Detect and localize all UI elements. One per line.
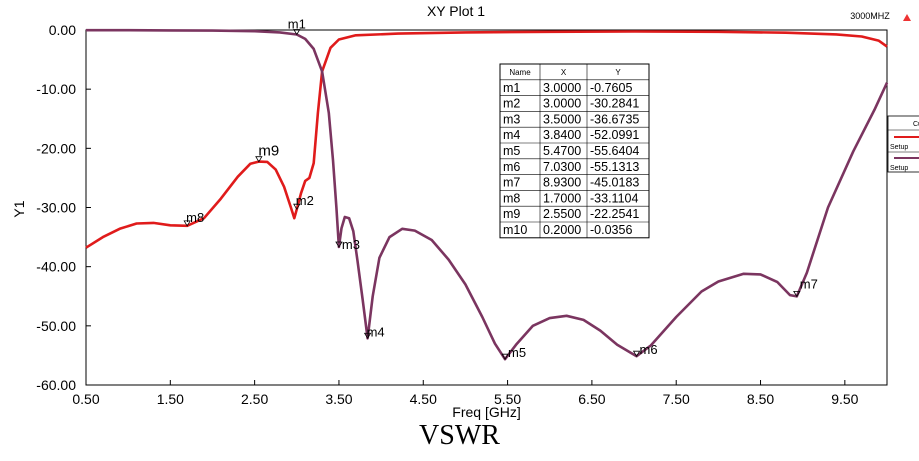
marker-table-cell: m9 bbox=[503, 207, 520, 221]
marker-table-cell: -30.2841 bbox=[590, 97, 639, 111]
marker-table-cell: m1 bbox=[503, 81, 520, 95]
chart-title: XY Plot 1 bbox=[427, 3, 485, 19]
x-tick-label: 4.50 bbox=[410, 391, 437, 407]
corner-triangle-icon bbox=[903, 14, 911, 21]
marker-table-cell: 0.2000 bbox=[543, 223, 581, 237]
marker-table-cell: 3.0000 bbox=[543, 81, 581, 95]
marker-m5-icon bbox=[501, 353, 509, 360]
marker-table-cell: 3.5000 bbox=[543, 112, 581, 126]
marker-table-header: Y bbox=[615, 68, 621, 77]
x-tick-label: 9.50 bbox=[831, 391, 858, 407]
marker-label-m1: m1 bbox=[288, 16, 306, 31]
y-tick-label: -40.00 bbox=[36, 259, 76, 275]
marker-m8-icon bbox=[183, 220, 191, 227]
marker-m9-icon bbox=[255, 156, 263, 163]
marker-table-cell: m7 bbox=[503, 176, 520, 190]
legend-label-cu: Cu bbox=[913, 121, 919, 128]
y-tick-label: -10.00 bbox=[36, 81, 76, 97]
x-tick-label: 1.50 bbox=[157, 391, 184, 407]
marker-m1-icon bbox=[293, 29, 301, 36]
y-tick-label: -50.00 bbox=[36, 318, 76, 334]
legend-label-setup-2: Setup bbox=[890, 165, 908, 172]
marker-table-cell: 2.5500 bbox=[543, 207, 581, 221]
marker-table-header: X bbox=[561, 68, 567, 77]
marker-table-cell: -45.0183 bbox=[590, 176, 639, 190]
legend-label-setup-1: Setup bbox=[890, 144, 908, 151]
marker-table-cell: m2 bbox=[503, 97, 520, 111]
marker-table-cell: -22.2541 bbox=[590, 207, 639, 221]
marker-table-cell: 8.9300 bbox=[543, 176, 581, 190]
marker-table-cell: m10 bbox=[503, 223, 527, 237]
x-axis-label: Freq [GHz] bbox=[452, 404, 520, 420]
y-tick-label: 0.00 bbox=[49, 22, 76, 38]
marker-table bbox=[499, 63, 650, 239]
marker-table-cell: -33.1104 bbox=[590, 191, 638, 205]
marker-table-cell: -52.0991 bbox=[590, 128, 639, 142]
x-tick-label: 5.50 bbox=[494, 391, 521, 407]
marker-m3-icon bbox=[335, 241, 343, 248]
x-tick-label: 6.50 bbox=[578, 391, 605, 407]
marker-table-cell: m4 bbox=[503, 128, 520, 142]
marker-table-cell: 3.8400 bbox=[543, 128, 581, 142]
marker-label-m8: m8 bbox=[186, 210, 204, 225]
x-tick-label: 2.50 bbox=[241, 391, 268, 407]
plot-frame bbox=[85, 29, 888, 386]
marker-table-cell: 1.7000 bbox=[543, 191, 581, 205]
marker-m6-icon bbox=[632, 350, 641, 357]
x-tick-label: 8.50 bbox=[747, 391, 774, 407]
x-tick-label: 7.50 bbox=[663, 391, 690, 407]
marker-table-cell: m3 bbox=[503, 112, 520, 126]
marker-m2-icon bbox=[293, 203, 301, 210]
marker-label-m4: m4 bbox=[367, 324, 385, 339]
marker-table-cell: -0.7605 bbox=[590, 81, 632, 95]
y-tick-label: -20.00 bbox=[36, 140, 76, 156]
marker-label-m5: m5 bbox=[508, 345, 526, 360]
marker-table-cell: -55.6404 bbox=[590, 144, 639, 158]
y-tick-label: -60.00 bbox=[36, 377, 76, 393]
marker-label-m6: m6 bbox=[640, 342, 658, 357]
x-tick-label: 0.50 bbox=[72, 391, 99, 407]
legend-box bbox=[887, 115, 919, 173]
chart-caption: VSWR bbox=[419, 420, 500, 451]
corner-label: 3000MHZ bbox=[850, 11, 890, 21]
marker-m7-icon bbox=[793, 290, 801, 298]
marker-m4-icon bbox=[363, 332, 372, 340]
marker-table-cell: -0.0356 bbox=[590, 223, 632, 237]
x-tick-label: 3.50 bbox=[325, 391, 352, 407]
y-axis-label: Y1 bbox=[11, 200, 27, 217]
marker-label-m7: m7 bbox=[800, 276, 818, 291]
marker-table-cell: m8 bbox=[503, 191, 520, 205]
marker-label-m3: m3 bbox=[342, 237, 360, 252]
marker-table-cell: -55.1313 bbox=[590, 160, 639, 174]
marker-table-cell: m6 bbox=[503, 160, 520, 174]
marker-label-m9: m9 bbox=[258, 143, 279, 160]
y-tick-label: -30.00 bbox=[36, 200, 76, 216]
marker-table-cell: m5 bbox=[503, 144, 520, 158]
marker-table-cell: 7.0300 bbox=[543, 160, 581, 174]
marker-table-header: Name bbox=[509, 68, 531, 77]
series-line-2 bbox=[86, 28, 889, 361]
marker-table-cell: -36.6735 bbox=[590, 112, 639, 126]
marker-label-m2: m2 bbox=[296, 193, 314, 208]
marker-table-cell: 5.4700 bbox=[543, 144, 581, 158]
marker-table-cell: 3.0000 bbox=[543, 97, 581, 111]
